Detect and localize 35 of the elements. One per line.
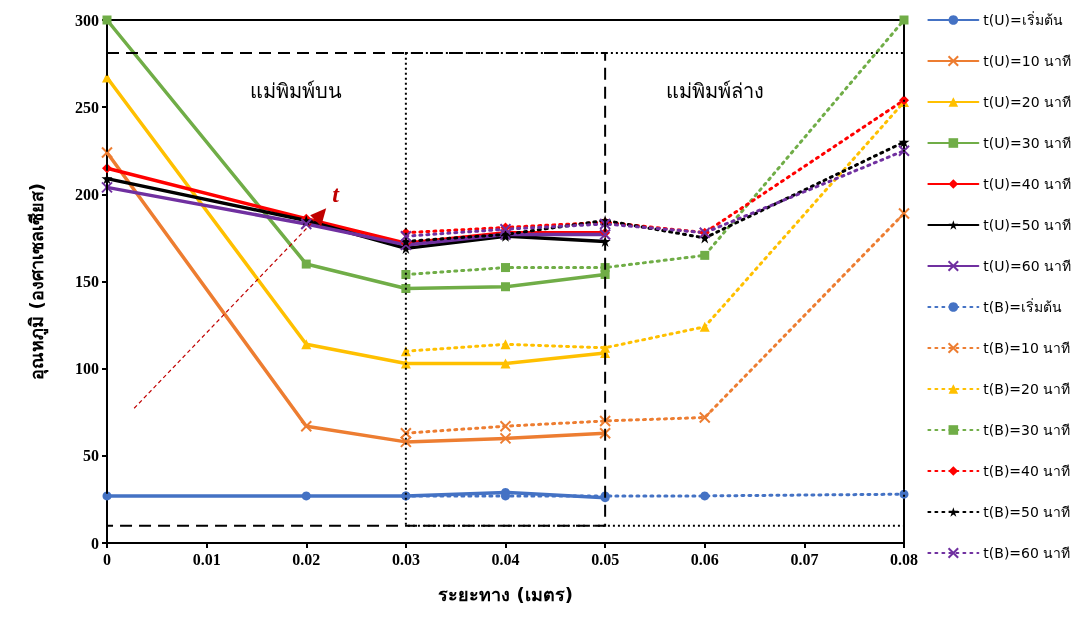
legend-label: t(U)=50 นาที [983,217,1071,233]
y-tick-label: 200 [75,185,99,203]
annotation: แม่พิมพ์ล่าง [665,78,764,103]
y-tick-label: 250 [75,98,99,116]
x-axis-title: ระยะทาง (เมตร) [438,583,573,605]
legend-label: t(U)=40 นาที [983,176,1071,192]
legend-label: t(B)=เริ่มต้น [983,298,1063,315]
y-tick-label: 0 [91,534,99,552]
annotation: t [332,181,341,208]
legend-label: t(B)=50 นาที [983,504,1071,520]
y-tick-label: 50 [83,447,99,465]
legend-label: t(B)=10 นาที [983,340,1071,356]
legend-label: t(B)=20 นาที [983,381,1071,397]
x-tick-label: 0.05 [591,550,620,568]
x-tick-label: 0.04 [491,550,520,568]
legend-label: t(B)=40 นาที [983,463,1071,479]
legend-label: t(U)=30 นาที [983,135,1071,151]
y-tick-label: 150 [75,273,99,290]
legend-label: t(U)=20 นาที [983,94,1071,110]
legend-label: t(B)=60 นาที [983,545,1071,561]
x-tick-label: 0 [103,550,111,568]
annotation: แม่พิมพ์บน [250,78,343,103]
x-tick-label: 0.06 [690,550,719,568]
x-tick-label: 0.03 [391,550,420,568]
x-tick-label: 0.02 [292,550,321,568]
x-tick-label: 0.07 [790,550,819,568]
x-tick-label: 0.08 [890,550,918,568]
legend-label: t(B)=30 นาที [983,422,1071,438]
legend-label: t(U)=10 นาที [983,53,1071,69]
y-tick-label: 300 [75,11,99,29]
legend-label: t(U)=เริ่มต้น [983,11,1063,28]
legend-label: t(U)=60 นาที [983,258,1071,274]
y-tick-label: 100 [75,360,99,378]
x-tick-label: 0.01 [192,550,221,568]
y-axis-title: อุณหภูมิ (องศาเซลเซียส) [25,183,49,380]
